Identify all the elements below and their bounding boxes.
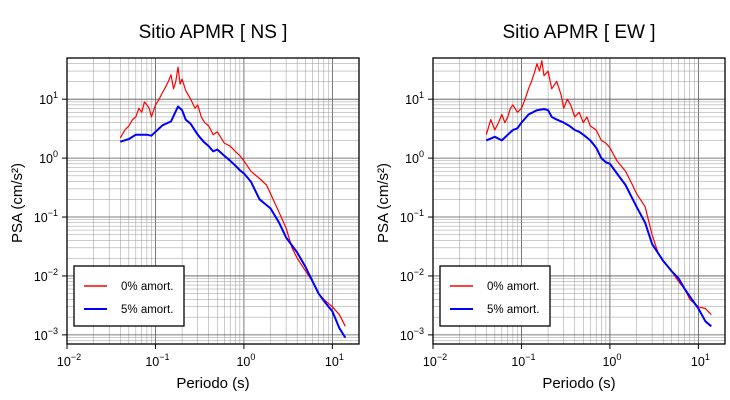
x-tick-label: 100 <box>236 352 255 369</box>
axis-ticks: 10−2 10−1 100 101 10−3 10−2 10−1 100 101 <box>400 90 710 369</box>
x-axis-label: Periodo (s) <box>176 375 249 392</box>
legend-label: 0% amort. <box>487 281 539 293</box>
chart-panel-ns: Sitio APMR [ NS ] 10−2 10−1 100 10110−310−2… <box>9 22 360 392</box>
y-axis-label: PSA (cm/s²) <box>9 163 26 243</box>
x-axis-label: Periodo (s) <box>542 375 615 392</box>
axis-ticks: 10−2 10−1 100 101 10−3 10−2 10−1 100 101 <box>34 90 344 369</box>
y-tick-label: 100 <box>405 149 424 166</box>
series-line-0 <box>485 60 712 316</box>
x-tick-label: 101 <box>325 352 344 369</box>
legend-label: 5% amort. <box>121 304 173 316</box>
y-tick-label: 10−2 <box>400 267 424 284</box>
y-tick-label: 10−3 <box>34 326 58 343</box>
series-line-1 <box>120 105 347 339</box>
plot-frame <box>66 57 360 345</box>
y-tick-label: 10−1 <box>34 208 58 225</box>
y-tick-label: 101 <box>405 90 424 107</box>
series-group <box>485 60 712 328</box>
y-tick-label: 101 <box>39 90 58 107</box>
series-group <box>119 66 347 339</box>
chart-panel-ew: Sitio APMR [ EW ] 10−2 10−1 100 10110−310−2… <box>375 22 726 392</box>
chart-title: Sitio APMR [ NS ] <box>139 22 288 43</box>
legend: 0% amort. 5% amort. <box>73 265 185 327</box>
legend-label: 0% amort. <box>121 281 173 293</box>
legend-box <box>439 265 551 327</box>
series-line-1 <box>485 108 712 328</box>
chart-title: Sitio APMR [ EW ] <box>502 22 655 43</box>
x-tick-label: 10−2 <box>423 352 447 369</box>
legend-label: 5% amort. <box>487 304 539 316</box>
y-tick-label: 10−1 <box>400 208 424 225</box>
y-tick-label: 10−2 <box>34 267 58 284</box>
plot-frame <box>432 57 726 345</box>
x-tick-label: 100 <box>602 352 621 369</box>
y-tick-label: 10−3 <box>400 326 424 343</box>
x-tick-label: 10−1 <box>145 352 169 369</box>
y-tick-label: 100 <box>39 149 58 166</box>
x-tick-label: 101 <box>691 352 710 369</box>
x-tick-label: 10−1 <box>511 352 535 369</box>
y-axis-label: PSA (cm/s²) <box>375 163 392 243</box>
legend-box <box>73 265 185 327</box>
legend: 0% amort. 5% amort. <box>439 265 551 327</box>
x-tick-label: 10−2 <box>57 352 81 369</box>
